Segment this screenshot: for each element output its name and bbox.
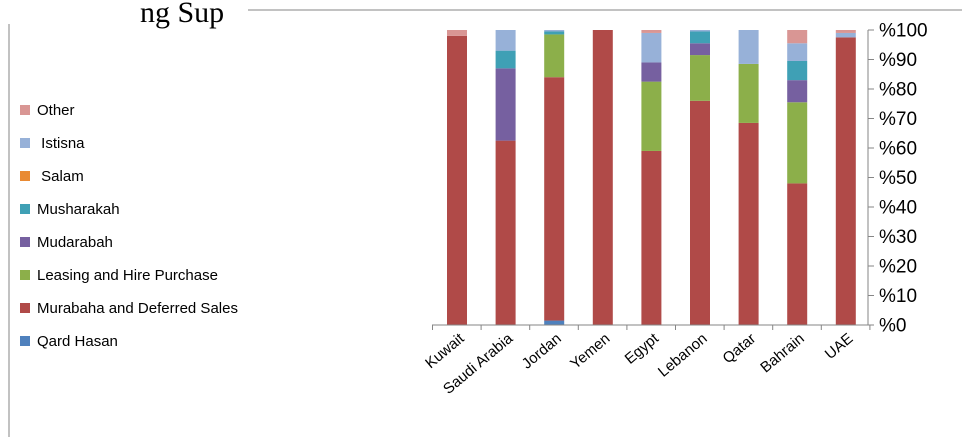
x-tick-label: Jordan (519, 330, 565, 373)
y-tick-label: %90 (879, 50, 917, 71)
bar-uae-other (835, 30, 856, 33)
bar-lebanon-musharakah (690, 31, 710, 44)
bar-egypt-istisna (641, 32, 662, 63)
bar-saudi-arabia-musharakah (495, 50, 516, 69)
bar-kuwait-murabaha-and-deferred-sales (447, 35, 467, 326)
bar-yemen-murabaha-and-deferred-sales (592, 30, 613, 325)
legend-label: Musharakah (37, 201, 120, 218)
legend-swatch (20, 138, 30, 148)
bar-bahrain-mudarabah (787, 80, 808, 103)
y-tick-label: %20 (879, 257, 917, 278)
bar-jordan-musharakah (544, 31, 565, 35)
legend-label: Murabaha and Deferred Sales (37, 300, 238, 317)
x-tick-label: Yemen (567, 330, 613, 373)
bar-saudi-arabia-murabaha-and-deferred-sales (495, 140, 516, 325)
x-tick-label: UAE (822, 330, 857, 363)
bar-egypt-mudarabah (641, 62, 662, 82)
legend-label: Istisna (37, 135, 85, 152)
legend-swatch (20, 171, 30, 181)
y-tick-label: %10 (879, 286, 917, 307)
bar-lebanon-murabaha-and-deferred-sales (690, 100, 710, 325)
bars-group (447, 30, 856, 326)
y-tick-label: %50 (879, 168, 917, 189)
y-tick-label: %0 (879, 316, 906, 337)
legend-swatch (20, 204, 30, 214)
bar-bahrain-leasing-and-hire-purchase (787, 102, 808, 184)
legend-label: Mudarabah (37, 234, 113, 251)
bar-egypt-other (641, 30, 662, 33)
bar-jordan-qard-hasan (544, 320, 565, 325)
y-tick-label: %70 (879, 109, 917, 130)
bar-jordan-leasing-and-hire-purchase (544, 34, 565, 78)
bar-lebanon-istisna (690, 30, 710, 32)
caption-fragment: ng Sup (140, 0, 224, 29)
x-tick-label: Qatar (720, 330, 760, 367)
bar-lebanon-mudarabah (690, 43, 710, 56)
bar-saudi-arabia-mudarabah (495, 68, 516, 141)
bar-uae-murabaha-and-deferred-sales (835, 37, 856, 325)
legend-label: Salam (37, 168, 84, 185)
legend: Other Istisna Salam Musharakah Mudarabah Le… (20, 102, 238, 350)
legend-label: Leasing and Hire Purchase (37, 267, 218, 284)
bar-qatar-murabaha-and-deferred-sales (738, 122, 759, 325)
y-tick-label: %40 (879, 198, 917, 219)
bar-jordan-istisna (544, 30, 565, 32)
legend-label: Qard Hasan (37, 333, 118, 350)
bar-egypt-leasing-and-hire-purchase (641, 81, 662, 151)
bar-bahrain-musharakah (787, 60, 808, 81)
x-tick-label: Lebanon (655, 330, 711, 381)
legend-swatch (20, 270, 30, 280)
x-tick-label: Egypt (622, 330, 663, 368)
legend-swatch (20, 237, 30, 247)
bar-uae-istisna (835, 32, 856, 38)
y-tick-label: %80 (879, 80, 917, 101)
y-tick-label: %30 (879, 227, 917, 248)
bar-jordan-murabaha-and-deferred-sales (544, 77, 565, 321)
legend-label: Other (37, 102, 75, 119)
bar-egypt-murabaha-and-deferred-sales (641, 150, 662, 325)
bar-saudi-arabia-istisna (495, 30, 516, 51)
bar-qatar-leasing-and-hire-purchase (738, 63, 759, 123)
bar-bahrain-murabaha-and-deferred-sales (787, 183, 808, 325)
legend-swatch (20, 303, 30, 313)
bar-bahrain-other (787, 30, 808, 44)
y-tick-label: %60 (879, 139, 917, 160)
y-tick-label: %100 (879, 21, 928, 42)
legend-swatch (20, 336, 30, 346)
legend-swatch (20, 105, 30, 115)
bar-kuwait-other (447, 30, 467, 36)
bar-lebanon-leasing-and-hire-purchase (690, 55, 710, 101)
x-tick-label: Bahrain (757, 330, 808, 376)
bar-bahrain-istisna (787, 43, 808, 61)
bar-qatar-istisna (738, 30, 759, 64)
